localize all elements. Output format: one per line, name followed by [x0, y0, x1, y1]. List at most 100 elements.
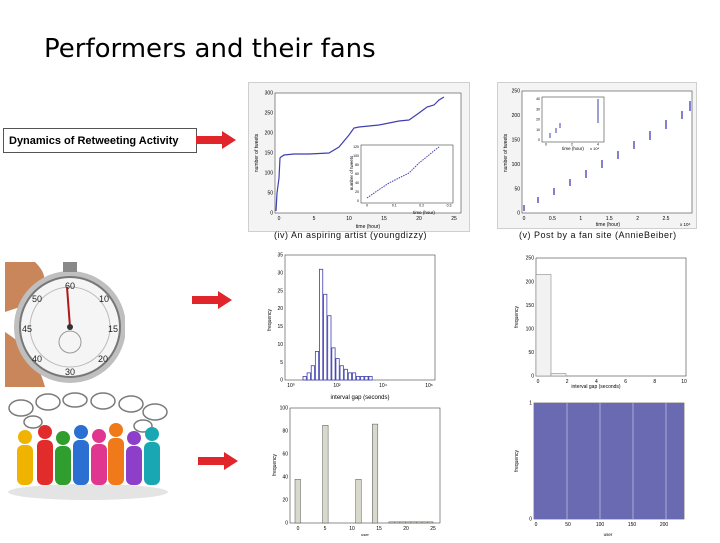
chart-fansite-inset-x-tick-label: 2 [571, 143, 573, 147]
chart-artist-x-tick-label: 15 [381, 216, 387, 222]
chart-artist-inset-x-tick-label: 0.1 [392, 204, 397, 208]
red-arrow-icon [198, 452, 238, 470]
chart-artist-x-tick-label: 0 [278, 216, 281, 222]
chart-artist-y-tick-label: 150 [265, 151, 274, 157]
chart-fansite-x-tick-label: 1 [579, 216, 582, 222]
chart-artist-interval-x-tick-label: 10⁰ [287, 383, 295, 389]
chart-fansite-users-y-tick-label: 1 [529, 401, 532, 407]
chart-fansite-y-tick-label: 50 [514, 186, 520, 192]
chart-artist-interval-y-tick-label: 5 [280, 360, 283, 366]
chart-fansite-x-tick-label: 2 [636, 216, 639, 222]
chart-fansite-interval-x-tick-label: 10 [681, 379, 687, 385]
chart-fansite-users-xlabel: user [604, 532, 613, 537]
chart-artist-inset-ylabel: number of tweets [349, 155, 354, 190]
chart-artist-users-y-tick-label: 20 [282, 498, 288, 504]
chart-artist-users-xlabel: user [361, 532, 369, 537]
chart-fansite-x-tick-label: 0 [523, 216, 526, 222]
chart-artist-interval-bar [327, 315, 332, 381]
chart-artist-users-x-tick-label: 25 [430, 526, 436, 532]
chart-artist-interval-y-tick-label: 25 [277, 288, 283, 294]
chart-artist-users-x-tick-label: 15 [376, 526, 382, 532]
chart-fansite-interval-bar [535, 274, 552, 377]
chart-artist-users-x-tick-label: 0 [297, 526, 300, 532]
chart-artist-y-tick-label: 200 [265, 131, 274, 137]
chart-fansite-users-frame: 0 1 0 50 100 150 200 frequency user [508, 395, 690, 538]
chart-fansite-interval-histogram: 0 50 100 150 200 250 0 2 4 6 8 10 frequency interva… [514, 256, 687, 390]
chart-artist-interval-x-tick-label: 10⁶ [425, 383, 433, 389]
chart-artist-y-tick-label: 50 [267, 191, 273, 197]
chart-fansite-users-area [534, 403, 684, 519]
chart-fansite-interval-frame: 0 50 100 150 200 250 0 2 4 6 8 10 frequency interva… [508, 252, 690, 392]
chart-artist-users-bar [405, 521, 412, 524]
chart-artist-interval-bar [347, 372, 352, 381]
chart-fansite-y-tick-label: 150 [512, 137, 521, 143]
chart-fansite-x-tick-label: 1.5 [606, 216, 613, 222]
chart-fansite-interval-y-tick-label: 50 [528, 350, 534, 356]
chart-artist-x-tick-label: 20 [416, 216, 422, 222]
chart-fansite-inset-x-tick-label: 0 [545, 143, 547, 147]
chart-artist-interval-bar [356, 376, 361, 381]
chart-artist-inset-y-tick-label: 60 [355, 172, 359, 176]
chart-artist-users-histogram: 0 20 40 60 80 100 0 5 10 15 20 25 frequency user [272, 406, 441, 537]
chart-fansite-frame: 0 50 100 150 200 250 0 0.5 1 1.5 2 2.5 number of tw… [497, 82, 697, 229]
chart-fansite-inset-y-tick-label: 10 [536, 128, 540, 132]
chart-artist-x-tick-label: 25 [451, 216, 457, 222]
page-title: Performers and their fans [44, 34, 376, 64]
chart-fansite-users-histogram: 0 1 0 50 100 150 200 frequency user [514, 401, 685, 537]
chart-fansite-interval-y-tick-label: 150 [526, 303, 535, 309]
chart-artist-series-line [275, 96, 445, 212]
chart-artist-inset-x-tick-label: 0.2 [419, 204, 424, 208]
chart-fansite-interval-y-tick-label: 250 [526, 256, 535, 262]
chart-artist-interval-y-tick-label: 15 [277, 324, 283, 330]
chart-fansite-y-tick-label: 100 [512, 162, 521, 168]
chart-artist-interval-y-tick-label: 10 [277, 342, 283, 348]
chart-artist-users-bar [388, 521, 395, 524]
svg-text:45: 45 [22, 324, 32, 334]
chart-artist-y-tick-label: 250 [265, 111, 274, 117]
chart-fansite-inset-y-tick-label: 30 [536, 107, 540, 111]
chart-artist-interval-bar [339, 365, 344, 381]
red-arrow-icon [192, 291, 232, 309]
chart-artist-interval-bar [364, 376, 369, 381]
chart-fansite-x-tick-label: 0.5 [549, 216, 556, 222]
chart-artist-x-tick-label: 5 [313, 216, 316, 222]
chart-fansite-interval-bar [550, 373, 567, 377]
chart-artist-users-y-tick-label: 80 [282, 429, 288, 435]
chart-artist-frame: 0 50 100 150 200 250 300 0 5 10 15 20 25 number of t… [248, 82, 470, 232]
chart-fansite-users-x-tick-label: 150 [628, 522, 637, 528]
chart-fansite-interval-xlabel: interval gap (seconds) [571, 384, 621, 390]
chart-artist-inset-y-tick-label: 100 [353, 154, 359, 158]
chart-fansite-inset-exponent: x 10⁴ [590, 146, 600, 151]
chart-artist-users-bar [416, 521, 423, 524]
svg-text:15: 15 [108, 324, 118, 334]
chart-fansite-users-x-tick-label: 200 [660, 522, 669, 528]
chart-fansite-interval-x-tick-label: 8 [653, 379, 656, 385]
chart-fansite-interval-x-tick-label: 6 [624, 379, 627, 385]
chart-artist-users-ylabel: frequency [272, 454, 278, 476]
chart-artist-interval-bar [352, 372, 357, 381]
red-arrow-icon [196, 131, 236, 149]
chart-artist-interval-histogram: 0 5 10 15 20 25 30 35 10⁰ 10² 10⁴ 10⁶ frequency int… [267, 253, 436, 401]
chart-fansite-x-tick-label: 2.5 [663, 216, 670, 222]
chart-artist-users-y-tick-label: 60 [282, 452, 288, 458]
chart-artist-interval-bar [306, 372, 311, 381]
chart-artist-interval-x-tick-label: 10⁴ [379, 383, 387, 389]
chart-fansite-inset-x-tick-label: 4 [597, 143, 599, 147]
chart-artist-inset-y-tick-label: 80 [355, 163, 359, 167]
chart-fansite-interval-x-tick-label: 2 [566, 379, 569, 385]
chart-artist-inset-line [366, 146, 440, 199]
chart-artist-ylabel: number of tweets [254, 133, 260, 172]
chart-artist-users-bar [427, 521, 434, 524]
chart-artist-users-bar [421, 521, 428, 524]
chart-fansite-xlabel: time (hour) [596, 222, 621, 228]
chart-fansite-y-tick-label: 200 [512, 113, 521, 119]
chart-artist-inset [360, 144, 454, 204]
chart-artist-inset-xlabel: time (hour) [413, 210, 435, 215]
chart-artist-inset-x-tick-label: 0.3 [447, 204, 452, 208]
chart-artist-inset-y-tick-label: 40 [355, 181, 359, 185]
chart-artist-users-bar [322, 425, 329, 524]
chart-fansite-interval-y-tick-label: 200 [526, 279, 535, 285]
chart-artist-users-bar [294, 479, 301, 524]
chart-artist-interval-bar [302, 376, 307, 381]
chart-artist-users-y-tick-label: 40 [282, 475, 288, 481]
